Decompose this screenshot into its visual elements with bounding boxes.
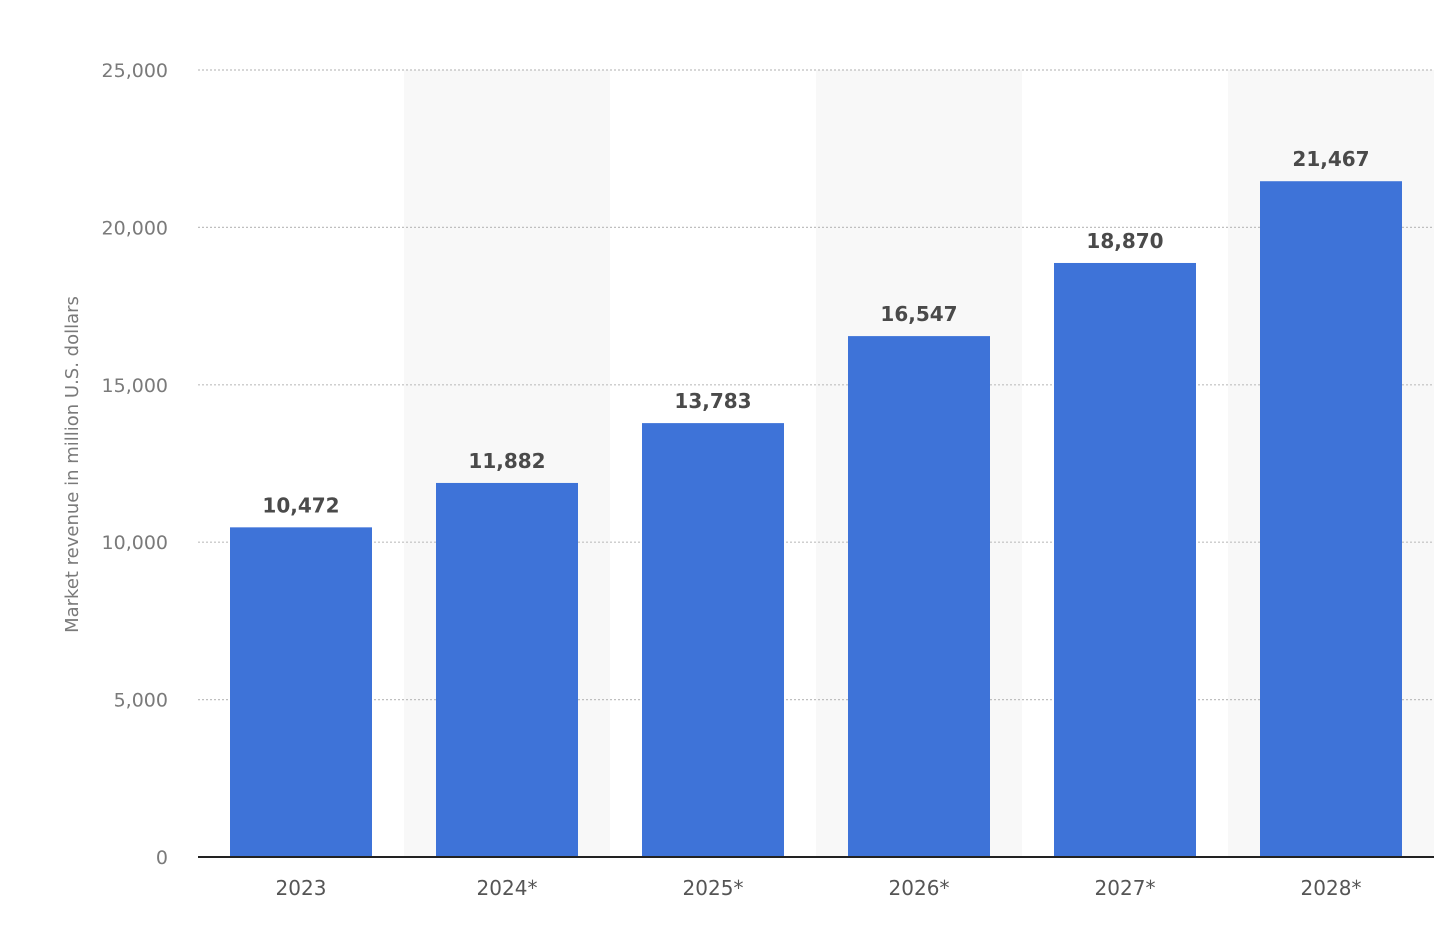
x-tick-label: 2028* [1301,876,1362,900]
data-labels: 10,472 11,882 13,783 16,547 18,870 21,467 [262,147,1369,517]
bar-2025[interactable] [642,423,784,857]
x-tick-label: 2027* [1095,876,1156,900]
y-tick-label: 20,000 [102,217,168,239]
y-tick-label: 15,000 [102,375,168,397]
y-tick-label: 10,000 [102,532,168,554]
x-tick-label: 2023 [276,876,327,900]
x-tick-label: 2025* [683,876,744,900]
x-tick-label: 2024* [477,876,538,900]
y-axis-ticks: 0 5,000 10,000 15,000 20,000 25,000 [102,60,168,869]
bars [230,181,1402,857]
bar-2028[interactable] [1260,181,1402,857]
value-label: 16,547 [880,302,957,326]
value-label: 13,783 [674,389,751,413]
bar-2023[interactable] [230,527,372,857]
value-label: 11,882 [468,449,545,473]
value-label: 10,472 [262,493,339,517]
bar-2027[interactable] [1054,262,1196,857]
y-tick-label: 0 [156,847,168,869]
gridlines [198,69,1434,701]
bar-2026[interactable] [848,336,990,857]
y-tick-label: 25,000 [102,60,168,82]
value-label: 18,870 [1086,229,1163,253]
y-axis-title: Market revenue in million U.S. dollars [62,296,83,633]
x-tick-label: 2026* [889,876,950,900]
value-label: 21,467 [1292,147,1369,171]
y-tick-label: 5,000 [114,690,168,712]
x-axis-ticks: 2023 2024* 2025* 2026* 2027* 2028* [276,876,1362,900]
bar-2024[interactable] [436,482,578,857]
